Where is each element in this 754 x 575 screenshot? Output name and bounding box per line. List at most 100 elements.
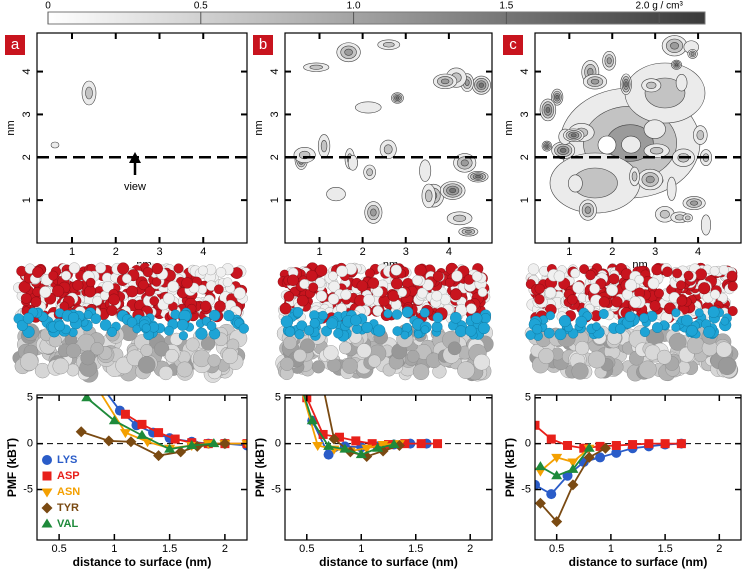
colorbar: 0 0.5 1.0 1.5 2.0 g / cm³	[45, 1, 706, 25]
atom	[287, 274, 299, 287]
atom	[356, 280, 368, 292]
atom	[545, 311, 555, 321]
density-contour	[453, 214, 467, 222]
x-tick-label: 1	[316, 246, 322, 258]
atom	[327, 358, 342, 373]
atom	[391, 309, 403, 320]
marker	[42, 471, 52, 481]
atom	[416, 287, 428, 299]
atom	[727, 306, 738, 317]
axes-frame	[284, 394, 493, 541]
atom	[167, 280, 179, 293]
atom	[647, 277, 660, 290]
atom	[400, 330, 410, 340]
panel-label: b	[259, 36, 267, 53]
atom	[137, 356, 156, 374]
atom	[341, 357, 358, 374]
atom	[280, 315, 294, 328]
y-tick-label: 2	[269, 154, 281, 160]
atom	[305, 269, 318, 282]
atom	[401, 306, 414, 318]
density-contour	[690, 200, 699, 206]
density-contour	[624, 81, 628, 88]
arrow-head	[129, 152, 141, 163]
atom	[671, 308, 681, 318]
atom	[592, 322, 601, 331]
atom	[383, 309, 393, 319]
marker	[416, 439, 426, 449]
atom	[20, 293, 32, 304]
atom	[214, 284, 224, 295]
panel-label-box	[253, 35, 273, 55]
y-axis-label: PMF (kBT)	[5, 438, 19, 497]
atom	[638, 360, 657, 379]
atom	[178, 331, 188, 341]
y-tick-label: 0	[525, 438, 531, 450]
density-contour	[560, 147, 567, 153]
x-tick-label: 2	[360, 246, 366, 258]
atom	[698, 282, 711, 295]
atom	[449, 288, 462, 301]
density-contour	[690, 52, 695, 56]
density-contour	[666, 176, 677, 201]
density-contour	[584, 206, 592, 214]
density-contour	[675, 74, 688, 92]
atom	[624, 311, 636, 323]
y-axis-label: PMF (kBT)	[253, 438, 267, 497]
atom	[413, 329, 423, 339]
density-contour	[354, 101, 382, 114]
density-contour	[419, 159, 432, 182]
marker	[328, 433, 340, 445]
atom	[214, 300, 226, 313]
x-tick-label: 1.5	[408, 543, 423, 555]
atom	[108, 293, 120, 306]
marker	[372, 442, 384, 452]
atom	[296, 294, 309, 307]
atom	[587, 350, 606, 369]
marker	[644, 439, 654, 449]
atom	[611, 296, 623, 308]
density-contour	[440, 78, 450, 85]
atom	[18, 280, 31, 293]
pmf-chart: 0.5 1 1.5 2 -5 0 5 distance to surface (nm) PMF …	[253, 392, 493, 569]
atom	[315, 290, 328, 302]
marker	[175, 446, 187, 458]
atom	[686, 325, 698, 337]
atom	[718, 264, 729, 276]
atom	[95, 262, 107, 274]
density-contour	[700, 214, 712, 236]
x-tick-label: 4	[446, 246, 452, 258]
atom	[238, 323, 249, 334]
atom	[328, 280, 341, 293]
y-tick-label: 3	[269, 111, 281, 117]
y-tick-label: 5	[275, 392, 281, 404]
y-tick-label: 0	[27, 438, 33, 450]
molecular-slab	[275, 262, 494, 382]
density-contour	[85, 86, 93, 100]
density-contour	[478, 82, 484, 88]
atom	[215, 267, 227, 278]
atom	[390, 277, 403, 290]
atom	[106, 305, 118, 316]
atom	[361, 321, 373, 334]
y-tick-label: 3	[21, 111, 33, 117]
view-arrow: view	[124, 152, 146, 193]
density-contour	[464, 229, 472, 234]
atom	[709, 266, 720, 276]
marker	[119, 429, 131, 439]
atom	[465, 303, 477, 315]
atom	[336, 265, 348, 278]
atom	[387, 290, 400, 302]
marker	[535, 497, 546, 509]
density-contour	[320, 139, 328, 153]
marker	[108, 415, 120, 425]
density-contour	[347, 155, 358, 171]
legend-label: TYR	[57, 502, 79, 514]
atom	[151, 262, 163, 275]
atom	[525, 330, 536, 340]
atom	[432, 312, 444, 323]
marker	[546, 489, 557, 500]
marker	[583, 451, 595, 463]
atom	[72, 279, 84, 291]
atom	[309, 318, 320, 329]
